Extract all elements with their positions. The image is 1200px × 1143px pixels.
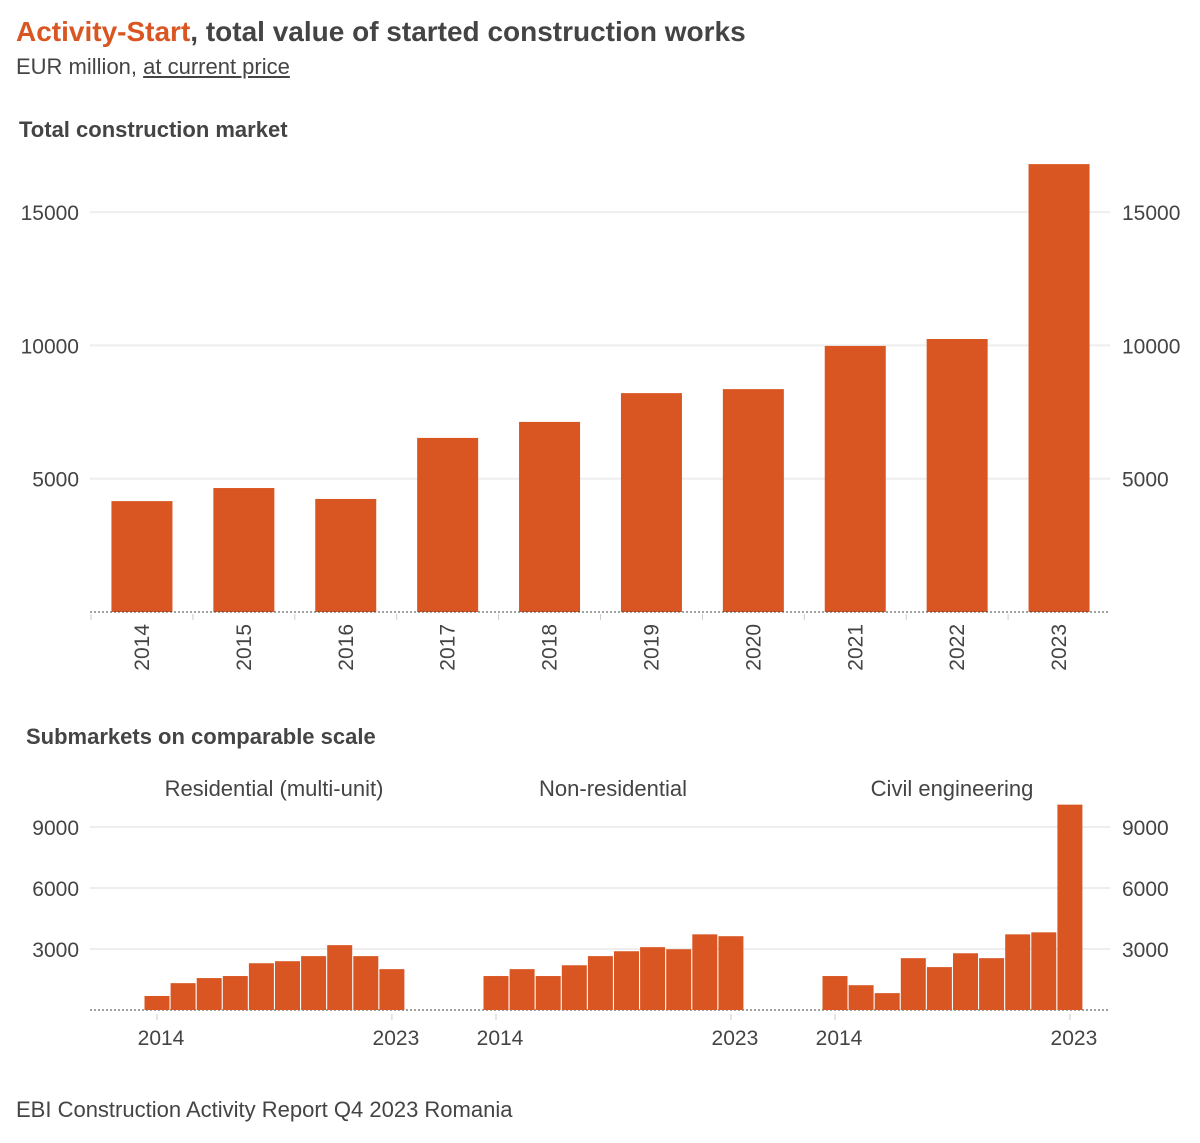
y-tick-label-right: 3000 [1122,939,1169,962]
bar-civil-2022 [1031,932,1057,1010]
bar-2016 [315,498,377,612]
title-rest: , total value of started construction wo… [190,16,746,47]
bar-2015 [213,488,275,612]
source-footer: EBI Construction Activity Report Q4 2023… [16,1097,513,1122]
bar-2019 [620,393,682,612]
bar-residential-2014 [144,995,170,1010]
chart-subtitle: EUR million, at current price [16,54,290,80]
bar-2014 [111,501,173,612]
bar-non-residential-2015 [509,969,535,1010]
bar-non-residential-2023 [718,936,744,1010]
bar-residential-2021 [327,945,353,1010]
bar-2022 [926,339,988,612]
subtitle-unit: EUR million, [16,54,144,79]
bar-residential-2015 [170,983,196,1010]
x-tick-label: 2014 [138,1027,185,1050]
x-tick-label: 2020 [742,624,765,671]
chart-title: Activity-Start, total value of started c… [16,16,746,48]
bar-civil-2016 [874,993,900,1010]
bar-civil-2021 [1005,934,1031,1010]
bar-non-residential-2021 [666,949,692,1010]
bar-non-residential-2022 [692,934,718,1010]
x-tick-label: 2018 [539,624,562,671]
bar-non-residential-2017 [561,965,587,1010]
bar-non-residential-2016 [535,976,561,1010]
bar-civil-2020 [979,958,1005,1010]
panel-title: Civil engineering [871,776,1034,801]
x-tick-label: 2022 [946,624,969,671]
x-tick-label: 2023 [1051,1027,1098,1050]
bar-non-residential-2018 [587,956,613,1010]
x-tick-label: 2016 [335,624,358,671]
bar-2018 [519,421,581,612]
bar-residential-2016 [196,978,222,1010]
bar-civil-2018 [926,967,952,1010]
bar-residential-2019 [275,961,300,1010]
bar-civil-2014 [822,976,848,1010]
x-tick-label: 2014 [477,1027,524,1050]
x-tick-label: 2014 [816,1027,863,1050]
y-tick-label-left: 3000 [32,939,79,962]
bar-civil-2015 [848,985,874,1010]
bar-2021 [824,345,886,612]
y-tick-label-right: 6000 [1122,878,1169,901]
y-tick-label-right: 9000 [1122,817,1169,840]
y-tick-label-right: 10000 [1122,335,1180,358]
y-tick-label-right: 15000 [1122,202,1180,225]
bar-civil-2023 [1057,804,1083,1010]
bar-2023 [1028,164,1090,612]
x-tick-label: 2023 [712,1027,759,1050]
bar-residential-2023 [379,969,405,1010]
bar-residential-2022 [353,956,379,1010]
y-tick-label-left: 15000 [21,202,79,225]
title-highlight: Activity-Start [16,16,191,47]
bar-2020 [722,389,784,612]
bar-residential-2020 [301,956,327,1010]
x-tick-label: 2014 [131,624,154,671]
submarkets-title: Submarkets on comparable scale [26,724,376,749]
bar-non-residential-2019 [614,951,639,1010]
x-tick-label: 2019 [640,624,663,671]
bar-non-residential-2020 [640,947,666,1010]
x-tick-label: 2017 [437,624,460,671]
bar-civil-2019 [953,953,978,1010]
panel-title: Residential (multi-unit) [165,776,384,801]
bar-non-residential-2014 [483,976,509,1010]
main-chart-title: Total construction market [19,117,288,142]
panel-title: Non-residential [539,776,687,801]
x-tick-label: 2021 [844,624,867,671]
bar-residential-2018 [248,963,274,1010]
y-tick-label-left: 5000 [32,469,79,492]
y-tick-label-left: 10000 [21,335,79,358]
bar-civil-2017 [900,958,926,1010]
bar-residential-2017 [222,976,248,1010]
bar-2017 [417,437,479,612]
y-tick-label-left: 6000 [32,878,79,901]
x-tick-label: 2015 [233,624,256,671]
price-basis-link[interactable]: at current price [143,54,290,79]
y-tick-label-right: 5000 [1122,469,1169,492]
x-tick-label: 2023 [373,1027,420,1050]
y-tick-label-left: 9000 [32,817,79,840]
x-tick-label: 2023 [1048,624,1071,671]
